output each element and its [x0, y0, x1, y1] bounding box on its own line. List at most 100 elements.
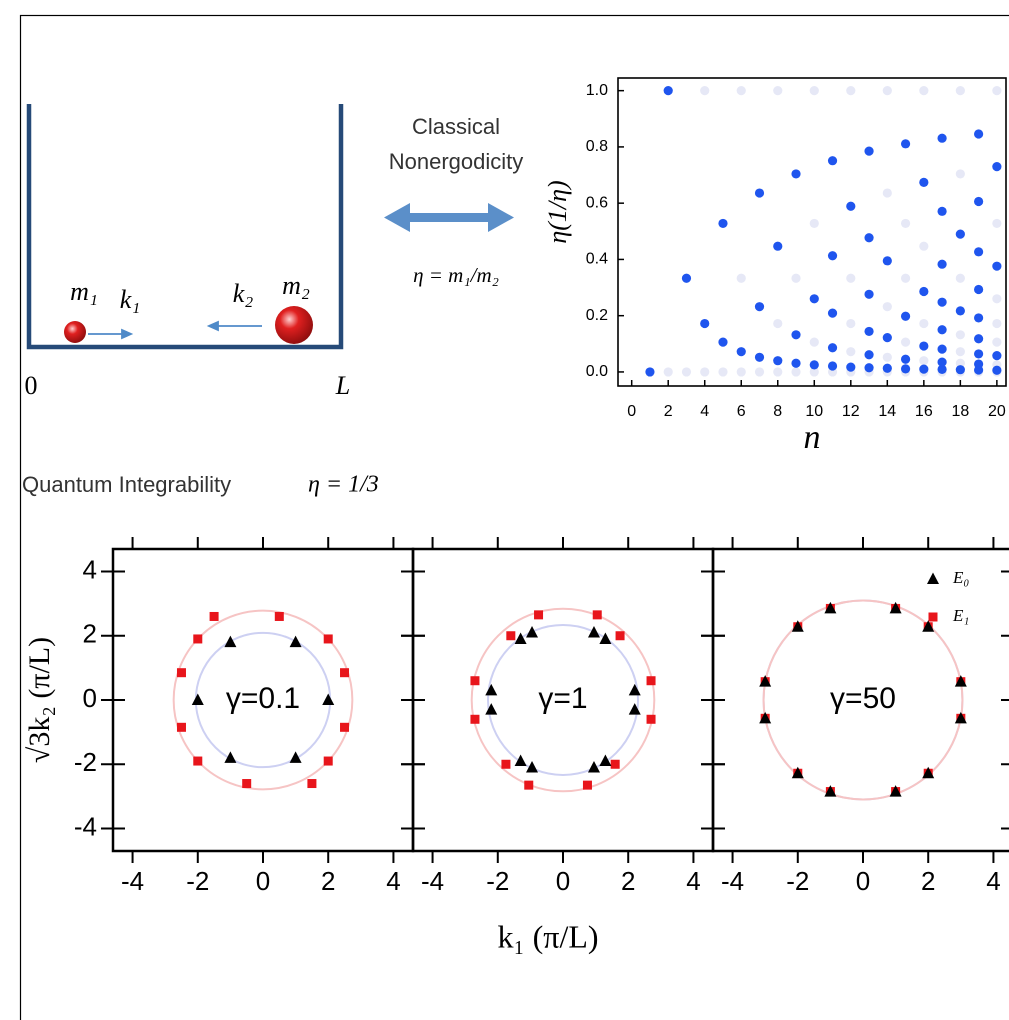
dot-point	[992, 294, 1002, 304]
dot-point	[955, 330, 965, 340]
mass-1: m₁	[70, 277, 98, 306]
dot-point	[718, 218, 728, 229]
legend-label: E₀	[952, 568, 969, 587]
shared-y-label: √3k₂ (π/L)	[23, 637, 56, 763]
dot-point	[919, 86, 929, 96]
energy-circle	[487, 624, 639, 776]
plot-area	[172, 609, 354, 791]
triangle-point	[587, 760, 600, 773]
dot-point	[846, 362, 856, 372]
x-tick-label: 20	[988, 403, 1006, 420]
small-ball	[64, 321, 86, 343]
dot-point	[992, 261, 1002, 271]
section-title: Quantum Integrability	[22, 472, 231, 497]
dot-point	[736, 86, 746, 96]
dot-point	[864, 350, 874, 360]
dot-point	[955, 306, 965, 316]
dot-point	[919, 341, 929, 351]
momentum-1: k₁	[120, 285, 141, 314]
dot-point	[974, 313, 984, 323]
x-tick-label: 12	[842, 403, 860, 420]
square-point	[193, 756, 203, 766]
dot-point	[900, 337, 911, 347]
x-tick-label: 4	[686, 866, 700, 896]
energy-circle	[762, 599, 964, 801]
dot-point	[882, 352, 892, 362]
square-point	[242, 779, 252, 789]
x-tick-label: -4	[121, 866, 144, 896]
dot-point	[809, 218, 819, 229]
dot-point	[791, 367, 801, 377]
dot-point	[846, 86, 856, 96]
y-tick-label: -4	[74, 811, 97, 841]
dot-point	[919, 177, 929, 187]
dot-point	[955, 229, 965, 239]
triangle-point	[587, 626, 600, 638]
x-tick-label: -4	[721, 866, 744, 896]
plot-frame	[617, 77, 1007, 387]
length-label: L	[335, 371, 350, 400]
dot-point	[937, 325, 947, 335]
dot-point	[919, 318, 929, 329]
dot-point	[882, 188, 892, 198]
dot-point	[827, 361, 838, 371]
y-axis-label: η(1/η)	[543, 180, 572, 243]
dot-point	[791, 169, 801, 179]
x-tick-label: 4	[386, 866, 400, 896]
dot-point	[992, 318, 1002, 329]
panel-annotation: γ=50	[830, 682, 896, 715]
square-point	[209, 611, 219, 621]
square-point	[470, 676, 480, 686]
dot-point	[955, 86, 965, 96]
x-tick-label: 0	[856, 866, 870, 896]
section-eta: η = 1/3	[308, 472, 379, 498]
square-point	[646, 714, 656, 724]
dot-point	[974, 196, 984, 207]
triangle-point	[954, 675, 967, 687]
square-point	[340, 722, 350, 732]
x-tick-label: -2	[486, 866, 509, 896]
energy-circle	[470, 607, 656, 793]
dot-point	[955, 273, 965, 283]
x-tick-label: 8	[773, 403, 782, 420]
mass-2: m₂	[282, 271, 310, 300]
mass-ratio: η = m₁/m₂	[413, 263, 499, 287]
dot-point	[773, 241, 783, 251]
dot-point	[974, 349, 984, 359]
dot-point	[846, 273, 856, 283]
x-tick-label: 4	[700, 403, 709, 420]
triangle-point	[485, 683, 498, 696]
dot-point	[955, 365, 965, 375]
dot-point	[754, 352, 765, 362]
x-tick-label: -2	[786, 866, 809, 896]
x-tick-label: 18	[951, 403, 969, 420]
square-point	[615, 631, 625, 641]
dot-point	[754, 302, 765, 312]
dot-point	[809, 86, 819, 96]
dot-point	[846, 347, 856, 357]
dot-point	[864, 233, 874, 243]
dot-point	[974, 334, 984, 344]
dot-point	[900, 139, 911, 149]
triangle-point	[889, 601, 902, 614]
triangle-point	[954, 711, 967, 724]
triangle-point	[628, 703, 641, 715]
dot-point	[864, 326, 874, 337]
plot-area	[759, 599, 967, 801]
triangle-point	[224, 751, 237, 763]
dot-point	[846, 318, 856, 329]
dot-point	[974, 284, 984, 295]
y-tick-label: 0.0	[586, 363, 608, 380]
dot-point	[992, 218, 1002, 229]
triangle-point	[224, 635, 237, 648]
triangle-point	[599, 754, 612, 767]
triangle-point	[289, 751, 302, 763]
dot-point	[900, 218, 911, 229]
triangle-point	[526, 760, 539, 773]
dot-point	[681, 273, 692, 283]
dot-point	[645, 367, 655, 377]
dot-point	[937, 206, 947, 216]
triangle-point	[289, 635, 302, 648]
dot-point	[937, 364, 947, 375]
dot-point	[992, 162, 1002, 172]
